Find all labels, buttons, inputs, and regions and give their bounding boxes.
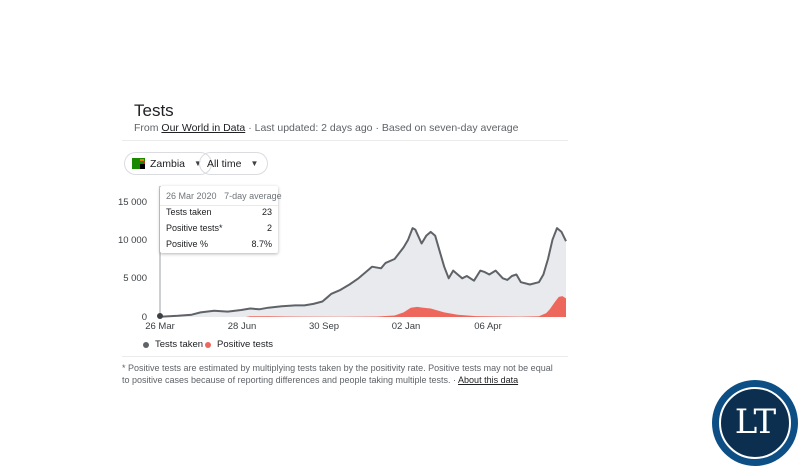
tooltip-row: Positive tests* 2 <box>166 223 272 233</box>
country-select[interactable]: Zambia ▼ <box>124 152 212 175</box>
source-updated: · Last updated: 2 days ago · Based on se… <box>248 122 519 134</box>
legend-dot-icon <box>143 341 149 348</box>
tooltip-subtitle: 7-day average <box>224 191 282 201</box>
y-tick-label: 15 000 <box>117 197 147 208</box>
site-logo: LT <box>712 380 798 466</box>
y-tick-label: 5 000 <box>123 273 147 284</box>
tooltip-row-value: 8.7% <box>251 239 272 249</box>
tests-line <box>159 227 567 318</box>
x-tick-label: 06 Apr <box>474 321 502 332</box>
tooltip-header: 26 Mar 2020 7-day average <box>166 191 282 201</box>
legend-dot-icon <box>205 341 211 348</box>
x-tick-label: 28 Jun <box>227 321 257 332</box>
page-title: Tests <box>134 101 174 120</box>
tooltip-row-label: Positive tests* <box>166 223 223 233</box>
divider-bottom <box>122 356 568 357</box>
legend-item-positive[interactable]: Positive tests <box>205 339 273 350</box>
tooltip-row: Tests taken 23 <box>166 207 272 217</box>
x-tick-label: 02 Jan <box>391 321 421 332</box>
logo-text: LT <box>734 402 776 442</box>
tooltip-row: Positive % 8.7% <box>166 239 272 249</box>
tooltip-row-label: Tests taken <box>166 207 212 217</box>
source-line: From Our World in Data · Last updated: 2… <box>134 122 518 134</box>
y-tick-label: 10 000 <box>117 235 147 246</box>
divider-top <box>122 140 568 141</box>
tooltip-row-value: 23 <box>261 207 272 217</box>
legend-label: Tests taken <box>155 339 204 350</box>
footnote: * Positive tests are estimated by multip… <box>122 363 562 386</box>
time-range-select[interactable]: All time ▼ <box>199 152 269 175</box>
x-tick-label: 26 Mar <box>145 321 175 332</box>
tooltip-divider <box>160 205 278 206</box>
logo-ring <box>719 387 791 459</box>
tooltip-row-label: Positive % <box>166 239 209 249</box>
footnote-text: * Positive tests are estimated by multip… <box>122 363 553 385</box>
chevron-down-icon: ▼ <box>194 159 202 168</box>
about-data-link[interactable]: About this data <box>458 374 519 385</box>
tooltip-date: 26 Mar 2020 <box>166 191 217 201</box>
hover-marker-dot <box>157 313 163 319</box>
chart-tooltip: 26 Mar 2020 7-day average Tests taken 23… <box>160 186 282 253</box>
tests-area <box>160 228 566 317</box>
tooltip-row-value: 2 <box>266 223 272 233</box>
zambia-flag-icon <box>132 158 145 169</box>
chevron-down-icon: ▼ <box>250 159 259 168</box>
legend-label: Positive tests <box>217 339 273 350</box>
source-prefix: From <box>134 122 159 134</box>
country-select-label: Zambia <box>150 157 186 170</box>
y-tick-label: 0 <box>141 312 147 323</box>
x-tick-label: 30 Sep <box>308 321 340 332</box>
source-link[interactable]: Our World in Data <box>161 122 246 134</box>
legend-item-tests[interactable]: Tests taken <box>143 339 203 350</box>
time-range-label: All time <box>207 157 242 170</box>
